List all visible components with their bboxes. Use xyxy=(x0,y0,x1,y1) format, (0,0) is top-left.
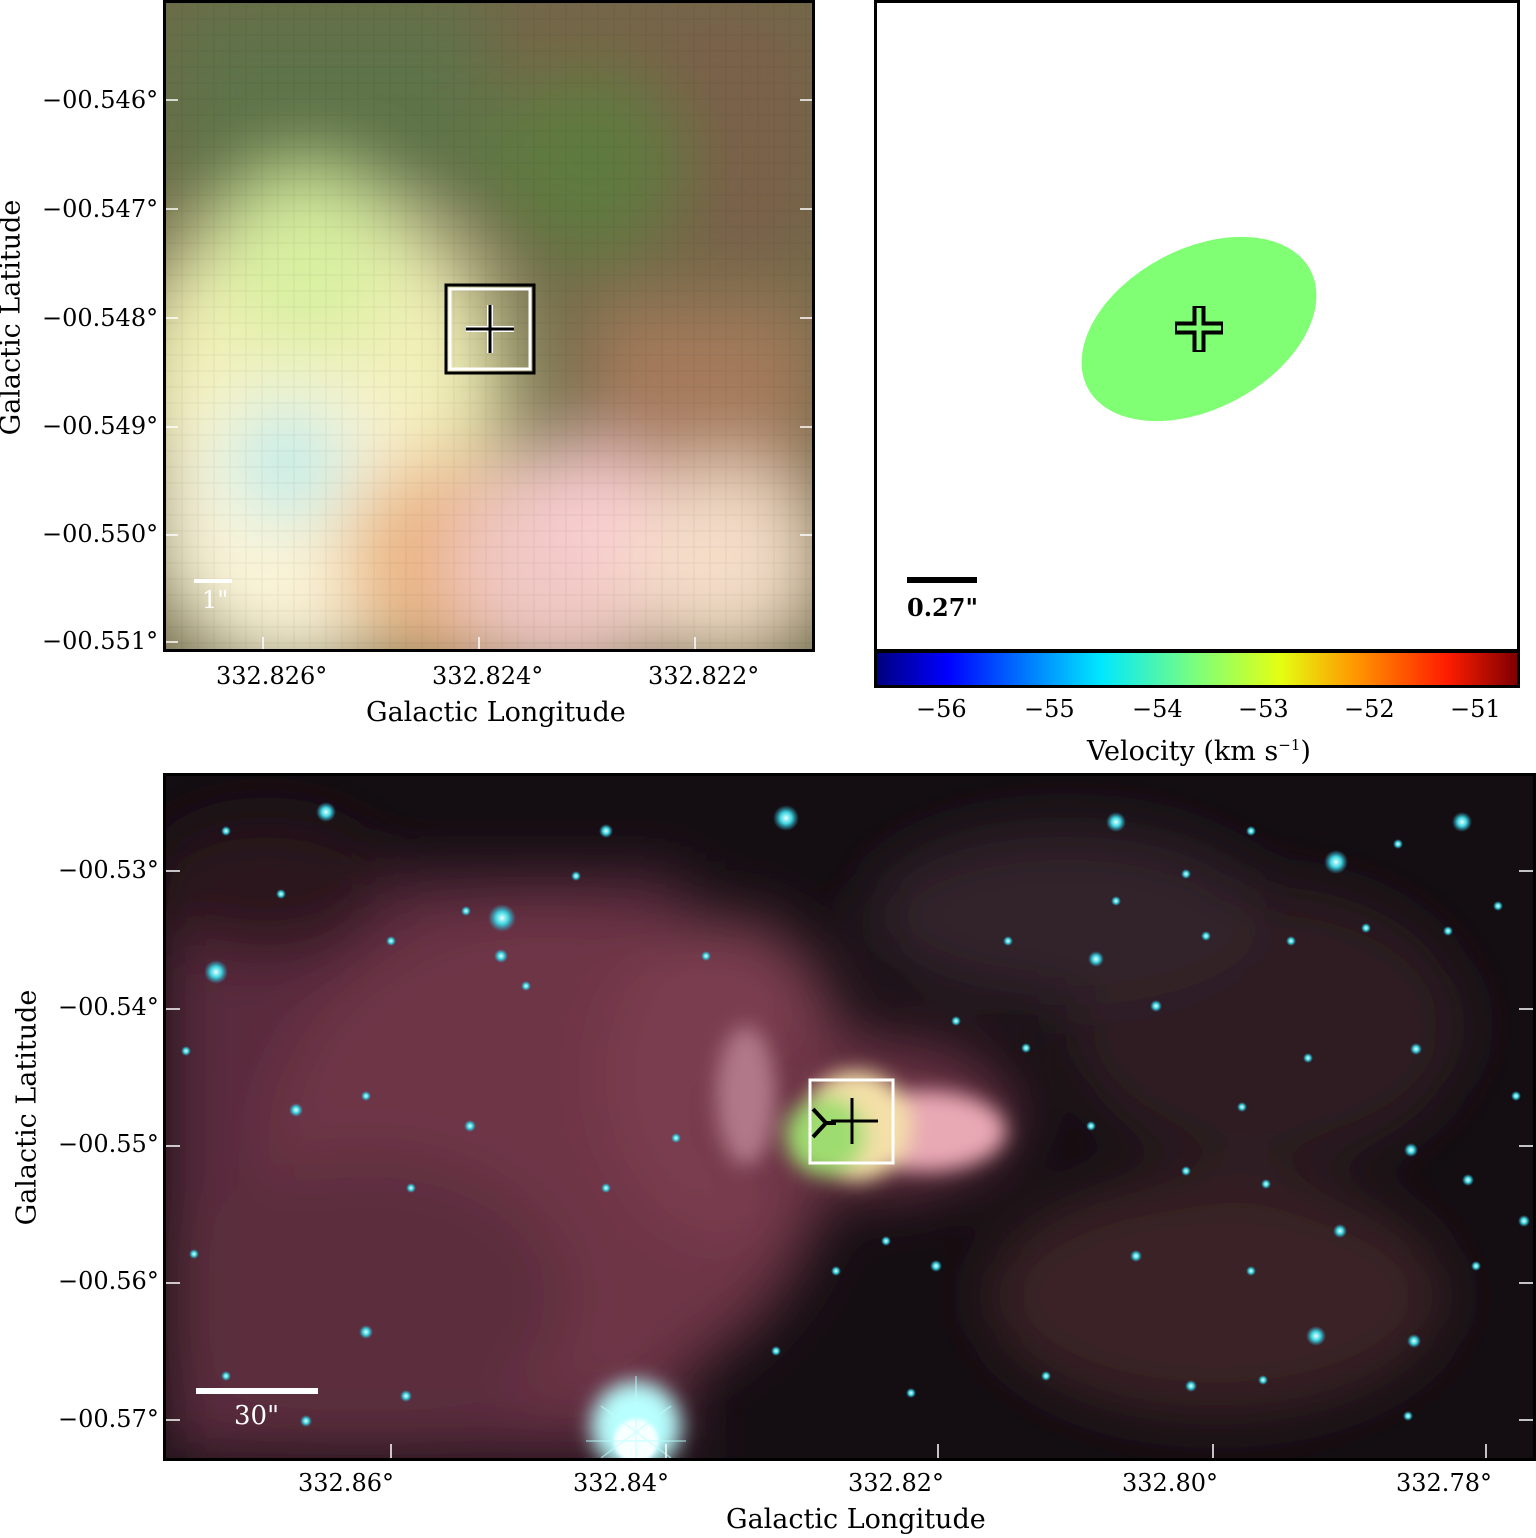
wide-field-rgb-image xyxy=(166,776,1533,1458)
y-tick-label: −00.55° xyxy=(58,1130,159,1158)
colorbar-tick-label: −54 xyxy=(1132,695,1183,723)
y-tick-label: −00.56° xyxy=(58,1267,159,1295)
zoom-image-panel: 1" xyxy=(163,0,815,652)
y-tick-label: −00.548° xyxy=(42,304,159,332)
x-tick-label: 332.80° xyxy=(1122,1469,1218,1497)
x-tick-label: 332.826° xyxy=(216,662,328,690)
zoom-rgb-image xyxy=(166,3,812,649)
y-tick-label: −00.550° xyxy=(42,520,159,548)
colorbar-tick-label: −52 xyxy=(1344,695,1395,723)
colorbar-tick-label: −56 xyxy=(916,695,967,723)
marker-cross xyxy=(1175,306,1223,352)
scale-bar-label: 0.27" xyxy=(907,593,978,622)
colorbar-tick-label: −53 xyxy=(1238,695,1289,723)
velocity-colorbar xyxy=(874,650,1520,688)
colorbar-tick-label: −55 xyxy=(1024,695,1075,723)
star-field xyxy=(181,802,1530,1427)
colorbar-title: Velocity (km s−1) xyxy=(1087,736,1311,767)
x-tick-label: 332.86° xyxy=(298,1469,394,1497)
y-tick-label: −00.549° xyxy=(42,412,159,440)
y-tick-label: −00.551° xyxy=(42,627,159,655)
x-tick-label: 332.84° xyxy=(573,1469,669,1497)
x-tick-label: 332.822° xyxy=(648,662,760,690)
y-tick-label: −00.546° xyxy=(42,86,159,114)
scale-bar-label: 30" xyxy=(234,1401,280,1431)
y-tick-label: −00.53° xyxy=(58,856,159,884)
wide-field-image-panel: 30" xyxy=(163,773,1536,1461)
colorbar-tick-label: −51 xyxy=(1450,695,1501,723)
velocity-map xyxy=(907,236,1317,583)
x-tick-label: 332.82° xyxy=(848,1469,944,1497)
y-axis-title: Galactic Latitude xyxy=(0,199,27,436)
x-axis-title: Galactic Longitude xyxy=(366,697,626,728)
target-box xyxy=(808,1078,895,1165)
y-tick-label: −00.57° xyxy=(58,1405,159,1433)
x-tick-label: 332.78° xyxy=(1396,1469,1492,1497)
x-axis-title: Galactic Longitude xyxy=(726,1504,986,1535)
velocity-map-panel: 0.27" xyxy=(874,0,1520,652)
y-tick-label: −00.54° xyxy=(58,993,159,1021)
y-tick-label: −00.547° xyxy=(42,195,159,223)
scale-bar-label: 1" xyxy=(202,586,229,614)
x-tick-label: 332.824° xyxy=(432,662,544,690)
y-axis-title: Galactic Latitude xyxy=(11,989,43,1226)
